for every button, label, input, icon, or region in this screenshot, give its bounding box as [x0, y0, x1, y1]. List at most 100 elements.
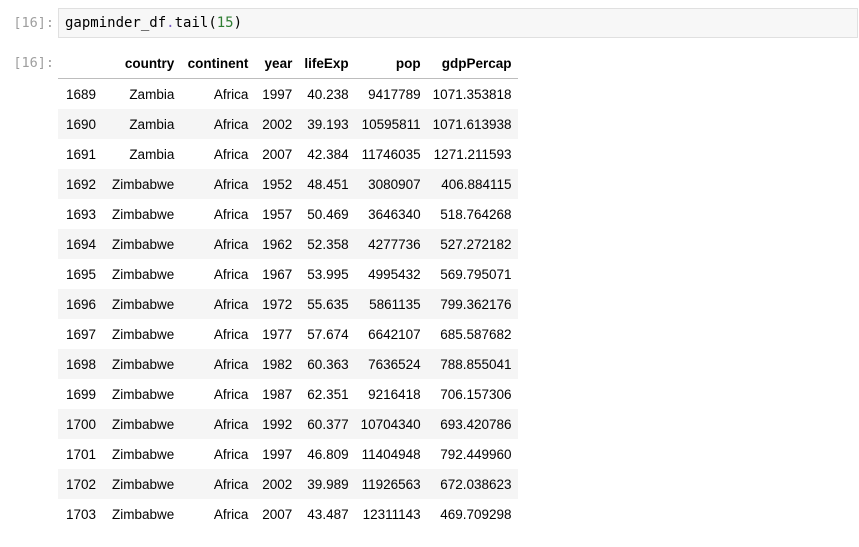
- column-header-year: year: [254, 48, 299, 79]
- cell-lifeexp: 50.469: [307, 206, 349, 222]
- cell-lifeexp: 39.193: [307, 116, 349, 132]
- cell-country: Zimbabwe: [112, 416, 175, 432]
- cell-pop: 10704340: [360, 416, 421, 432]
- cell-gdppercap: 672.038623: [440, 476, 512, 492]
- cell-gdppercap: 527.272182: [440, 236, 512, 252]
- code-editor[interactable]: gapminder_df.tail(15): [58, 8, 858, 38]
- output-prompt: [16]:: [13, 55, 54, 71]
- table-row: 1701 Zimbabwe Africa 1997 46.809 1140494…: [58, 439, 518, 469]
- cell-continent: Africa: [213, 266, 249, 282]
- cell-continent: Africa: [213, 116, 249, 132]
- cell-country: Zimbabwe: [112, 356, 175, 372]
- row-index: 1695: [66, 266, 97, 282]
- cell-lifeexp: 42.384: [307, 146, 349, 162]
- cell-year: 1962: [262, 236, 293, 252]
- cell-continent: Africa: [213, 446, 249, 462]
- column-header-gdppercap: gdpPercap: [426, 48, 518, 79]
- cell-pop: 11404948: [361, 446, 421, 462]
- cell-year: 1957: [262, 206, 293, 222]
- cell-pop: 4277736: [368, 236, 421, 252]
- cell-year: 1997: [262, 86, 293, 102]
- cell-pop: 4995432: [368, 266, 421, 282]
- table-row: 1693 Zimbabwe Africa 1957 50.469 3646340…: [58, 199, 518, 229]
- cell-pop: 3080907: [368, 176, 421, 192]
- table-row: 1699 Zimbabwe Africa 1987 62.351 9216418…: [58, 379, 518, 409]
- cell-year: 1972: [262, 296, 293, 312]
- cell-gdppercap: 1071.613938: [432, 116, 512, 132]
- cell-pop: 11926563: [361, 476, 421, 492]
- cell-year: 2007: [262, 506, 293, 522]
- cell-year: 1997: [262, 446, 293, 462]
- cell-gdppercap: 569.795071: [440, 266, 512, 282]
- cell-year: 1967: [262, 266, 293, 282]
- input-cell[interactable]: [16]: gapminder_df.tail(15): [0, 8, 859, 40]
- cell-gdppercap: 799.362176: [440, 296, 512, 312]
- row-index: 1699: [66, 386, 97, 402]
- cell-country: Zambia: [129, 86, 175, 102]
- cell-lifeexp: 60.363: [307, 356, 349, 372]
- cell-lifeexp: 52.358: [307, 236, 349, 252]
- cell-continent: Africa: [213, 146, 249, 162]
- table-row: 1694 Zimbabwe Africa 1962 52.358 4277736…: [58, 229, 518, 259]
- cell-pop: 9417789: [368, 86, 421, 102]
- cell-pop: 3646340: [368, 206, 421, 222]
- dataframe-table: country continent year lifeExp pop gdpPe…: [58, 48, 518, 529]
- cell-gdppercap: 685.587682: [440, 326, 512, 342]
- cell-gdppercap: 1071.353818: [432, 86, 512, 102]
- cell-lifeexp: 40.238: [307, 86, 349, 102]
- cell-continent: Africa: [213, 416, 249, 432]
- cell-gdppercap: 706.157306: [440, 386, 512, 402]
- cell-pop: 6642107: [368, 326, 421, 342]
- cell-lifeexp: 55.635: [307, 296, 349, 312]
- code-close-paren: ): [233, 15, 243, 31]
- cell-lifeexp: 48.451: [307, 176, 349, 192]
- cell-continent: Africa: [213, 206, 249, 222]
- column-header-index: [58, 48, 107, 79]
- cell-year: 2002: [262, 116, 293, 132]
- cell-country: Zimbabwe: [112, 476, 175, 492]
- table-row: 1697 Zimbabwe Africa 1977 57.674 6642107…: [58, 319, 518, 349]
- cell-lifeexp: 57.674: [307, 326, 349, 342]
- row-index: 1691: [66, 146, 97, 162]
- row-index: 1698: [66, 356, 97, 372]
- code-argument: 15: [216, 15, 234, 31]
- cell-continent: Africa: [213, 176, 249, 192]
- row-index: 1692: [66, 176, 97, 192]
- cell-country: Zimbabwe: [112, 446, 175, 462]
- header-row: country continent year lifeExp pop gdpPe…: [58, 48, 518, 79]
- cell-gdppercap: 518.764268: [440, 206, 512, 222]
- column-header-lifeexp: lifeExp: [298, 48, 355, 79]
- column-header-continent: continent: [180, 48, 255, 79]
- row-index: 1689: [66, 86, 97, 102]
- cell-year: 2007: [262, 146, 293, 162]
- cell-year: 2002: [262, 476, 293, 492]
- code-open-paren: (: [208, 15, 217, 31]
- code-object-name: gapminder_df: [65, 15, 167, 31]
- table-header: country continent year lifeExp pop gdpPe…: [58, 48, 518, 79]
- cell-pop: 10595811: [361, 116, 421, 132]
- cell-continent: Africa: [213, 86, 249, 102]
- cell-year: 1952: [262, 176, 293, 192]
- cell-lifeexp: 60.377: [307, 416, 349, 432]
- cell-gdppercap: 693.420786: [440, 416, 512, 432]
- cell-pop: 7636524: [368, 356, 421, 372]
- code-method-name: tail: [174, 15, 209, 31]
- cell-continent: Africa: [213, 356, 249, 372]
- row-index: 1696: [66, 296, 97, 312]
- cell-lifeexp: 46.809: [307, 446, 349, 462]
- cell-country: Zambia: [129, 116, 175, 132]
- cell-gdppercap: 792.449960: [440, 446, 512, 462]
- cell-continent: Africa: [213, 236, 249, 252]
- cell-country: Zambia: [129, 146, 175, 162]
- cell-year: 1982: [262, 356, 293, 372]
- cell-country: Zimbabwe: [112, 386, 175, 402]
- cell-gdppercap: 788.855041: [440, 356, 512, 372]
- table-row: 1689 Zambia Africa 1997 40.238 9417789 1…: [58, 78, 518, 109]
- column-header-country: country: [106, 48, 181, 79]
- row-index: 1697: [66, 326, 97, 342]
- cell-year: 1987: [262, 386, 293, 402]
- table-row: 1695 Zimbabwe Africa 1967 53.995 4995432…: [58, 259, 518, 289]
- cell-continent: Africa: [213, 296, 249, 312]
- table-row: 1703 Zimbabwe Africa 2007 43.487 1231114…: [58, 499, 518, 529]
- table-row: 1700 Zimbabwe Africa 1992 60.377 1070434…: [58, 409, 518, 439]
